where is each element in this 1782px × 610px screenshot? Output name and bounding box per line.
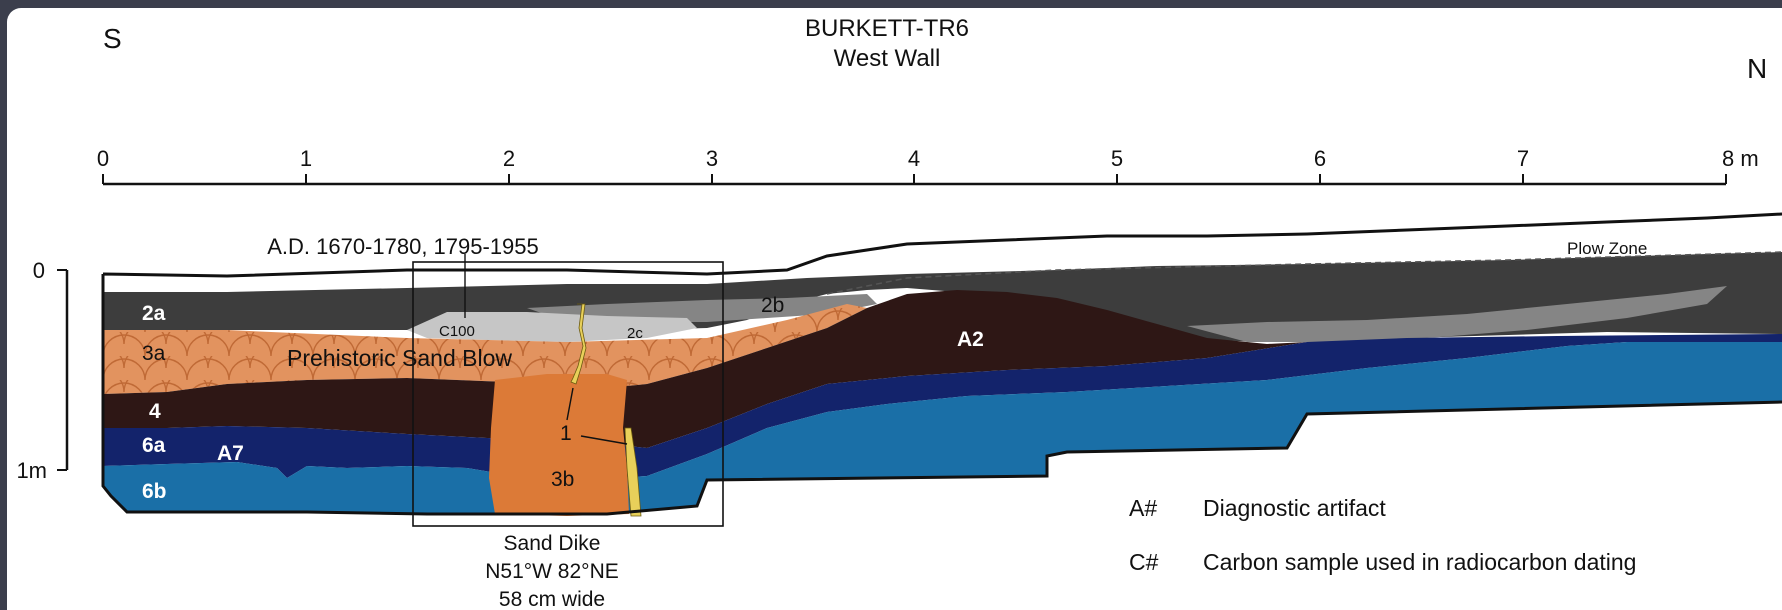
title-line-1: BURKETT-TR6 xyxy=(805,15,969,42)
figure-canvas: BURKETT-TR6 West Wall S N 0 1 2 3 4 5 6 … xyxy=(7,8,1782,610)
label-2b: 2b xyxy=(761,294,784,317)
horizontal-scale-bar: 0 1 2 3 4 5 6 7 8 m xyxy=(97,146,1759,186)
legend-a-desc: Diagnostic artifact xyxy=(1203,495,1386,521)
legend-c-key: C# xyxy=(1129,549,1159,575)
date-label: A.D. 1670-1780, 1795-1955 xyxy=(267,234,539,259)
label-sand-blow: Prehistoric Sand Blow xyxy=(287,345,512,371)
feature-1-leader xyxy=(580,435,628,445)
feature-1-fracture-lower xyxy=(624,427,642,517)
scale-tick-4: 4 xyxy=(908,146,920,171)
depth-top-label: 0 xyxy=(33,258,45,283)
unit-4-a2 xyxy=(103,290,1307,448)
profile-outline xyxy=(101,212,1782,516)
compass-north: N xyxy=(1747,53,1767,84)
legend-a-key: A# xyxy=(1129,495,1157,521)
scale-tick-1: 1 xyxy=(300,146,312,171)
label-4: 4 xyxy=(149,400,161,423)
unit-3b-sand-dike xyxy=(489,374,629,516)
label-plow-zone: Plow Zone xyxy=(1567,239,1647,258)
feature-1-leader-upper xyxy=(566,387,574,421)
scale-tick-6: 6 xyxy=(1314,146,1326,171)
trench-profile-diagram: BURKETT-TR6 West Wall S N 0 1 2 3 4 5 6 … xyxy=(16,15,1782,610)
plow-zone xyxy=(103,214,1782,292)
dike-caption-2: N51°W 82°NE xyxy=(485,560,619,583)
scale-tick-0: 0 xyxy=(97,146,109,171)
unit-2b xyxy=(527,294,877,322)
dike-inset-box xyxy=(412,261,724,527)
unit-3a-sand-blow xyxy=(103,304,867,394)
dike-caption-3: 58 cm wide xyxy=(499,588,605,610)
label-a2: A2 xyxy=(957,328,984,351)
label-2a: 2a xyxy=(142,302,166,325)
legend: A# Diagnostic artifact C# Carbon sample … xyxy=(1129,495,1636,575)
label-2c: 2c xyxy=(627,325,643,342)
unit-2c xyxy=(407,312,697,342)
label-3a: 3a xyxy=(142,342,166,365)
feature-1-fracture xyxy=(570,303,587,385)
scale-tick-5: 5 xyxy=(1111,146,1123,171)
label-6a: 6a xyxy=(142,434,166,457)
scale-tick-8: 8 m xyxy=(1722,146,1759,171)
title-line-2: West Wall xyxy=(834,45,941,72)
unit-6b xyxy=(103,342,1782,514)
dike-caption-1: Sand Dike xyxy=(504,532,601,555)
scale-tick-7: 7 xyxy=(1517,146,1529,171)
compass-south: S xyxy=(103,23,122,54)
legend-c-desc: Carbon sample used in radiocarbon dating xyxy=(1203,549,1636,575)
depth-bottom-label: 1m xyxy=(16,458,47,483)
label-a7: A7 xyxy=(217,442,244,465)
label-c100: C100 xyxy=(439,323,475,340)
label-3b: 3b xyxy=(551,468,574,491)
scale-tick-2: 2 xyxy=(503,146,515,171)
label-6b: 6b xyxy=(142,480,167,503)
label-1: 1 xyxy=(560,422,572,445)
depth-scale-bar: 0 1m xyxy=(16,258,69,483)
scale-tick-3: 3 xyxy=(706,146,718,171)
unit-2b-east xyxy=(1187,286,1727,342)
